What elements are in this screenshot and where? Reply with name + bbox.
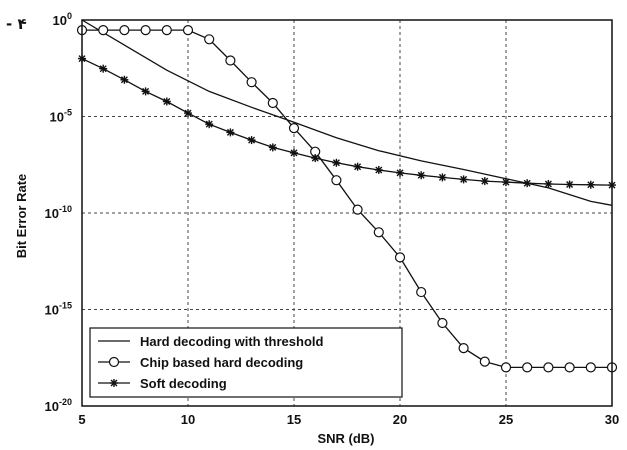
x-tick-label: 10 xyxy=(181,412,195,427)
data-point xyxy=(564,362,575,373)
data-point xyxy=(140,24,151,36)
legend-label: Soft decoding xyxy=(140,376,227,391)
x-tick-label: 20 xyxy=(393,412,407,427)
series-hard-decoding-with-threshold xyxy=(81,19,613,206)
data-point xyxy=(331,175,342,186)
x-tick-label: 5 xyxy=(78,412,85,427)
data-point xyxy=(480,177,489,186)
data-point xyxy=(246,77,257,88)
corner-mark: - ۴ xyxy=(6,15,27,33)
data-point xyxy=(205,120,214,129)
x-tick-label: 30 xyxy=(605,412,619,427)
data-point xyxy=(373,227,384,238)
data-point xyxy=(290,148,298,157)
data-point xyxy=(352,204,363,215)
series-line xyxy=(81,19,613,206)
legend-label: Hard decoding with threshold xyxy=(140,334,324,349)
legend-item: Hard decoding with threshold xyxy=(98,334,324,349)
data-point xyxy=(458,343,469,354)
data-point xyxy=(161,24,172,36)
y-axis-title: Bit Error Rate xyxy=(14,174,29,259)
axis-ticks: 5 10 15 20 25 30 100 10-5 10-10 10-15 10-20 xyxy=(45,11,620,427)
legend-marker xyxy=(110,379,118,387)
y-tick-label: 10-10 xyxy=(45,204,72,221)
data-point xyxy=(500,362,512,373)
data-point xyxy=(204,34,215,45)
data-point xyxy=(311,154,320,163)
data-point xyxy=(437,317,448,329)
series-line xyxy=(81,58,613,186)
data-point xyxy=(565,180,574,189)
series-layer xyxy=(76,19,618,373)
data-point xyxy=(268,143,277,152)
data-point xyxy=(225,55,236,66)
legend: Hard decoding with threshold Chip based h… xyxy=(89,327,403,398)
data-point xyxy=(417,171,426,180)
data-point xyxy=(585,362,596,373)
data-point xyxy=(523,179,532,188)
data-point xyxy=(543,362,554,373)
data-point xyxy=(416,286,427,298)
legend-item: Chip based hard decoding xyxy=(98,355,303,370)
data-point xyxy=(288,123,300,134)
data-point xyxy=(267,97,278,109)
legend-label: Chip based hard decoding xyxy=(140,355,303,370)
data-point xyxy=(479,356,490,367)
data-point xyxy=(98,24,109,36)
data-point xyxy=(120,75,129,84)
grid xyxy=(82,20,612,406)
data-point xyxy=(119,24,130,36)
data-point xyxy=(226,128,235,137)
legend-marker xyxy=(108,356,120,368)
data-point xyxy=(353,162,362,171)
legend-item: Soft decoding xyxy=(98,376,227,391)
data-point xyxy=(394,252,406,263)
data-point xyxy=(459,175,468,184)
series-line xyxy=(82,29,612,369)
data-point xyxy=(182,24,194,36)
x-tick-label: 25 xyxy=(499,412,513,427)
x-axis-title: SNR (dB) xyxy=(317,431,374,446)
data-point xyxy=(438,173,447,182)
data-point xyxy=(522,362,533,373)
data-point xyxy=(184,109,192,118)
series-chip-based-hard-decoding xyxy=(76,24,618,373)
data-point xyxy=(332,158,341,167)
data-point xyxy=(502,178,510,187)
x-tick-label: 15 xyxy=(287,412,301,427)
data-point xyxy=(374,165,383,174)
data-point xyxy=(247,136,256,145)
data-point xyxy=(586,180,595,189)
y-tick-label: 10-15 xyxy=(45,301,72,318)
data-point xyxy=(99,64,108,73)
y-tick-label: 100 xyxy=(53,11,72,28)
series-soft-decoding xyxy=(78,54,616,190)
plot-frame xyxy=(81,19,613,407)
y-tick-label: 10-5 xyxy=(50,108,72,125)
data-point xyxy=(396,168,404,177)
data-point xyxy=(544,179,553,188)
data-point xyxy=(162,97,171,106)
y-tick-label: 10-20 xyxy=(45,397,72,414)
data-point xyxy=(141,87,150,96)
legend-box xyxy=(89,327,403,398)
